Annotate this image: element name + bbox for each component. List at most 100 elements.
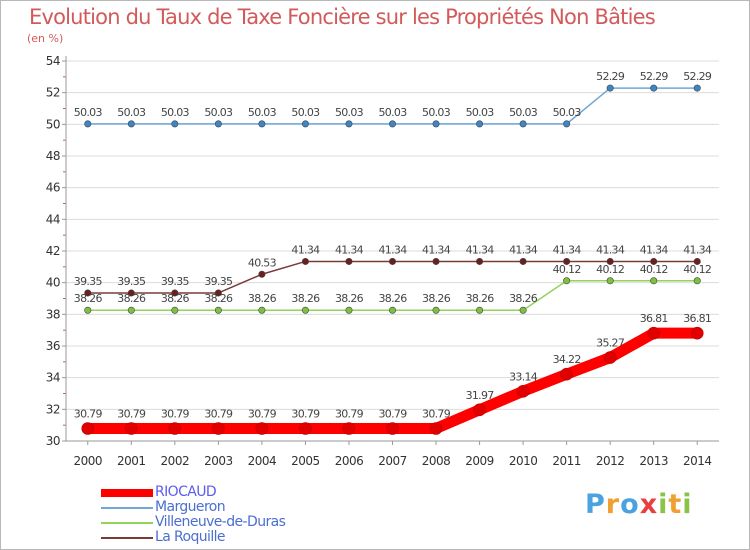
data-label: 40.12 [683,263,711,276]
logo-letter: o [620,489,640,520]
data-label: 38.26 [422,292,451,305]
data-label: 41.34 [379,243,408,256]
data-label: 41.34 [466,243,495,256]
data-point [127,289,135,297]
x-tick-label: 2000 [73,454,102,468]
data-point [476,120,484,128]
data-point [650,277,658,285]
data-label: 52.29 [640,70,669,83]
data-label: 50.03 [509,106,538,119]
proxiti-logo: Proxiti [585,489,693,520]
logo-letter: x [639,489,659,520]
legend-swatch [101,537,153,539]
data-point [650,257,658,265]
data-label: 39.35 [74,275,103,288]
data-point [345,257,353,265]
data-point [519,120,527,128]
data-label: 50.03 [379,106,408,119]
data-label: 38.26 [74,292,103,305]
data-label: 35.27 [596,337,625,350]
logo-letter: r [605,489,621,520]
axes: 30 32 34 36 38 40 42 44 46 48 50 52 54 2000 2001 2002 20… [46,54,719,468]
x-tick-label: 2001 [117,454,146,468]
data-point [693,84,701,92]
data-label: 40.12 [553,263,581,276]
data-point [125,422,138,435]
data-label: 38.26 [379,292,408,305]
data-label: 40.12 [596,263,624,276]
data-point [603,351,617,364]
data-point [171,120,179,128]
legend-swatch [101,522,153,524]
data-label: 41.34 [683,243,712,256]
data-label: 50.03 [466,106,495,119]
data-point [473,403,486,417]
data-point [214,120,222,128]
x-tick-label: 2011 [552,454,581,468]
data-point [693,277,701,285]
data-label: 40.12 [640,263,668,276]
data-point [301,257,309,265]
data-label: 41.34 [422,243,451,256]
data-label: 50.03 [422,106,451,119]
data-label: 30.79 [422,407,451,420]
data-label: 30.79 [248,407,277,420]
y-tick-label: 54 [46,54,60,68]
x-tick-label: 2010 [509,454,538,468]
data-point [563,257,571,265]
data-label: 50.03 [248,106,277,119]
data-label: 30.79 [379,407,408,420]
data-point [84,289,92,297]
data-point [476,306,484,314]
data-label: 38.26 [291,292,320,305]
legend-label: La Roquille [155,529,226,545]
data-label: 30.79 [291,407,320,420]
data-point [432,120,440,128]
logo-letter: t [668,489,683,520]
data-point [432,257,440,265]
y-tick-label: 46 [46,181,60,195]
x-tick-label: 2004 [248,454,277,468]
data-label: 41.34 [509,243,538,256]
data-labels: 30.79 30.79 30.79 30.79 30.79 30.79 30.79 30.79… [74,70,713,420]
data-point [606,84,614,92]
x-tick-label: 2012 [596,454,625,468]
data-point [345,306,353,314]
y-tick-label: 34 [46,371,60,385]
data-point [84,306,92,314]
y-tick-label: 32 [46,402,60,416]
legend-label: Margueron [155,499,226,515]
data-point [429,422,443,435]
data-label: 30.79 [335,407,364,420]
data-label: 38.26 [161,292,190,305]
data-label: 50.03 [204,106,233,119]
data-label: 36.81 [640,312,668,325]
data-label: 30.79 [74,407,103,420]
y-tick-label: 38 [46,307,60,321]
data-point [214,289,222,297]
legend-swatch [101,489,153,497]
x-tick-label: 2013 [639,454,668,468]
x-tick-label: 2007 [378,454,407,468]
data-label: 50.03 [335,106,364,119]
data-point [516,384,530,398]
data-point [519,257,527,265]
x-tick-label: 2005 [291,454,320,468]
data-point [690,326,704,340]
data-label: 50.03 [291,106,320,119]
data-label: 41.34 [553,243,582,256]
legend-label: RIOCAUD [155,484,217,500]
data-label: 31.97 [466,389,495,402]
data-point [214,306,222,314]
data-point [342,422,356,435]
data-label: 50.03 [117,106,146,119]
data-point [299,422,312,435]
data-label: 38.26 [117,292,146,305]
logo-letter: P [585,489,606,520]
data-label: 30.79 [161,407,190,420]
x-tick-label: 2006 [335,454,364,468]
data-point [258,120,266,128]
x-tick-label: 2014 [683,454,712,468]
